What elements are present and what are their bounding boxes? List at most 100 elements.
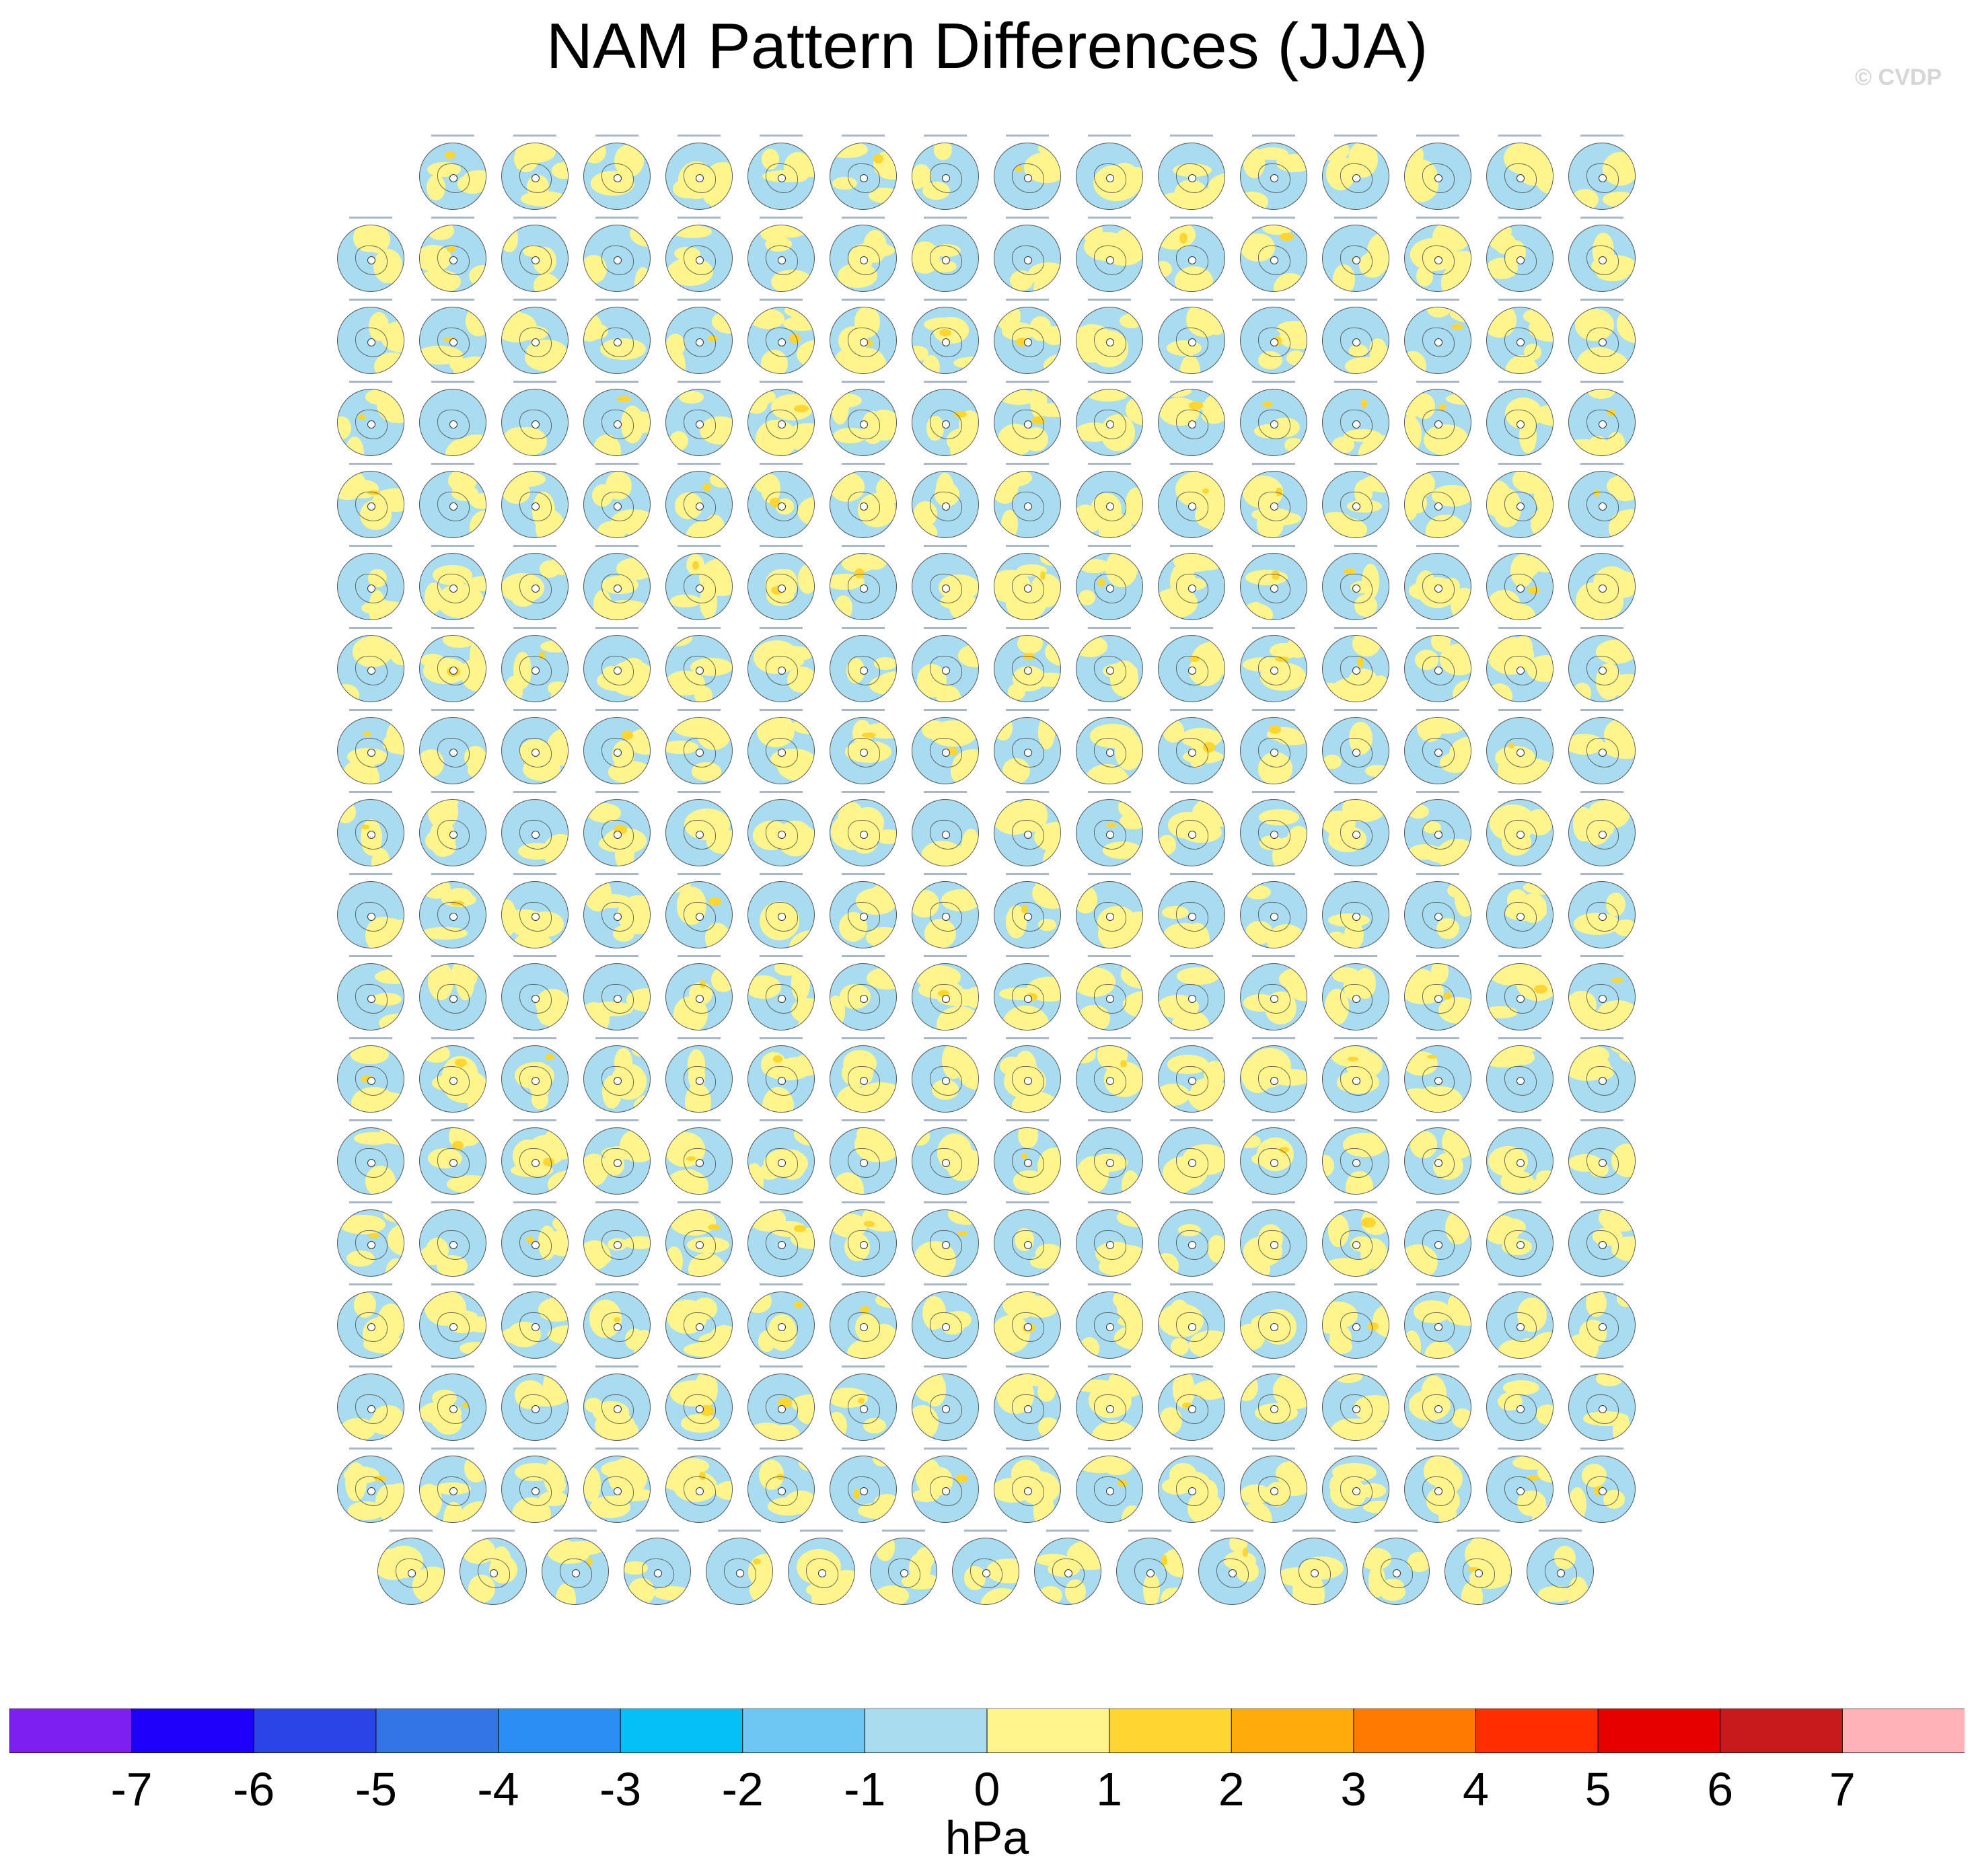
map-panel bbox=[1319, 955, 1393, 1041]
panel-caption bbox=[1483, 545, 1557, 549]
panel-caption bbox=[826, 1283, 900, 1287]
polar-map bbox=[1158, 635, 1225, 702]
map-panel bbox=[908, 135, 982, 221]
panel-caption bbox=[498, 463, 572, 467]
map-panel bbox=[498, 955, 572, 1041]
panel-caption bbox=[1565, 873, 1639, 877]
polar-map bbox=[665, 471, 733, 538]
panel-caption bbox=[498, 791, 572, 795]
polar-map bbox=[377, 1538, 445, 1605]
polar-map bbox=[337, 1291, 404, 1359]
map-panel bbox=[1565, 217, 1639, 303]
polar-map bbox=[1076, 717, 1143, 784]
panel-caption bbox=[1237, 299, 1311, 303]
polar-map bbox=[1568, 1456, 1636, 1523]
polar-map bbox=[1486, 225, 1553, 292]
panel-caption bbox=[1155, 1037, 1229, 1041]
map-panel bbox=[416, 627, 490, 713]
polar-map bbox=[501, 1209, 569, 1277]
panel-caption bbox=[826, 545, 900, 549]
polar-map bbox=[1486, 799, 1553, 866]
polar-map bbox=[1404, 635, 1471, 702]
panel-caption bbox=[416, 1365, 490, 1370]
polar-map bbox=[501, 389, 569, 456]
panel-caption bbox=[1072, 1037, 1146, 1041]
map-panel bbox=[1319, 1365, 1393, 1452]
map-panel bbox=[1237, 709, 1311, 795]
map-panel bbox=[744, 791, 818, 877]
polar-map bbox=[1240, 1291, 1307, 1359]
panel-caption bbox=[416, 627, 490, 631]
polar-map bbox=[1076, 1209, 1143, 1277]
map-panel bbox=[662, 381, 736, 467]
map-panel bbox=[1237, 1283, 1311, 1370]
polar-map bbox=[583, 717, 651, 784]
panel-caption bbox=[1155, 545, 1229, 549]
polar-map bbox=[583, 1456, 651, 1523]
polar-map bbox=[1240, 1456, 1307, 1523]
panel-caption bbox=[1155, 791, 1229, 795]
polar-map bbox=[994, 717, 1061, 784]
map-panel bbox=[744, 1283, 818, 1370]
panel-caption bbox=[498, 1283, 572, 1287]
map-panel bbox=[1483, 381, 1557, 467]
map-panel bbox=[1155, 217, 1229, 303]
polar-map bbox=[1486, 963, 1553, 1030]
map-panel bbox=[662, 1365, 736, 1452]
map-panel bbox=[1319, 627, 1393, 713]
panel-caption bbox=[744, 1448, 818, 1452]
colorbar-tick-label: 2 bbox=[1218, 1763, 1245, 1815]
polar-map bbox=[1076, 635, 1143, 702]
panel-caption bbox=[1483, 955, 1557, 959]
map-panel bbox=[498, 709, 572, 795]
panel-caption bbox=[416, 299, 490, 303]
panel-caption bbox=[498, 1119, 572, 1123]
panel-caption bbox=[826, 1119, 900, 1123]
map-panel bbox=[1319, 217, 1393, 303]
polar-map bbox=[994, 1209, 1061, 1277]
map-panel bbox=[662, 217, 736, 303]
map-panel bbox=[416, 381, 490, 467]
polar-map bbox=[747, 1045, 815, 1113]
panel-caption bbox=[334, 1037, 408, 1041]
panel-caption bbox=[1113, 1530, 1187, 1534]
panel-caption bbox=[702, 1530, 776, 1534]
panel-caption bbox=[744, 1119, 818, 1123]
map-panel bbox=[908, 873, 982, 959]
map-panel bbox=[1155, 873, 1229, 959]
panel-caption bbox=[416, 1448, 490, 1452]
map-panel bbox=[580, 627, 654, 713]
polar-map bbox=[419, 635, 486, 702]
map-panel bbox=[580, 545, 654, 631]
map-panel bbox=[1072, 873, 1146, 959]
panel-caption bbox=[744, 1283, 818, 1287]
polar-map bbox=[747, 143, 815, 210]
map-panel bbox=[1155, 627, 1229, 713]
polar-map bbox=[501, 799, 569, 866]
polar-map bbox=[994, 143, 1061, 210]
polar-map bbox=[706, 1538, 773, 1605]
polar-map bbox=[583, 799, 651, 866]
panel-caption bbox=[1237, 1201, 1311, 1205]
panel-caption bbox=[1565, 1365, 1639, 1370]
map-panel bbox=[662, 299, 736, 385]
map-panel bbox=[1319, 1283, 1393, 1370]
panel-caption bbox=[1237, 1365, 1311, 1370]
map-panel bbox=[580, 217, 654, 303]
panel-caption bbox=[1155, 627, 1229, 631]
polar-map bbox=[994, 307, 1061, 374]
polar-map bbox=[1076, 1045, 1143, 1113]
panel-caption bbox=[1072, 1365, 1146, 1370]
map-panel bbox=[580, 463, 654, 549]
panel-caption bbox=[1237, 709, 1311, 713]
panel-caption bbox=[416, 135, 490, 139]
map-panel bbox=[908, 709, 982, 795]
panel-caption bbox=[826, 627, 900, 631]
panel-caption bbox=[826, 791, 900, 795]
panel-caption bbox=[744, 1037, 818, 1041]
map-panel bbox=[826, 1448, 900, 1534]
polar-map bbox=[994, 1291, 1061, 1359]
map-panel bbox=[498, 217, 572, 303]
map-panel bbox=[1072, 1201, 1146, 1287]
panel-caption bbox=[1483, 1119, 1557, 1123]
